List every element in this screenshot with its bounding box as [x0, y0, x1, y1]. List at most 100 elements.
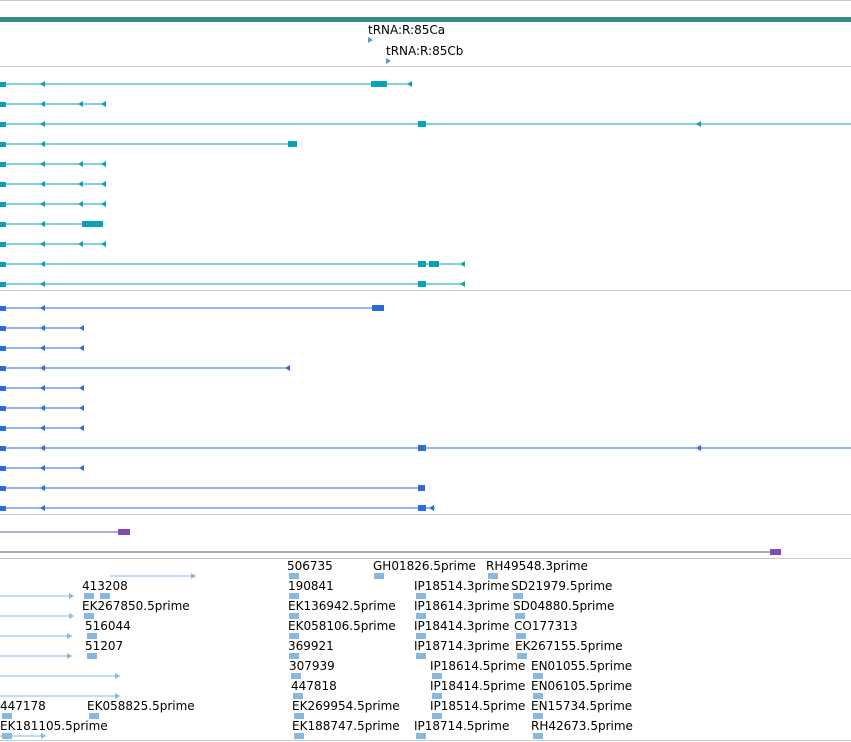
arrow-right-icon: [67, 633, 72, 639]
est-block: [293, 693, 303, 699]
est-block: [432, 673, 442, 679]
arrow-left-icon: [79, 325, 84, 331]
est-label: IP18614.3prime: [414, 599, 510, 613]
est-label: IP18414.5prime: [430, 679, 526, 693]
est-label: EN15734.5prime: [531, 699, 633, 713]
track-separator: [0, 558, 851, 559]
arrow-left-icon: [40, 181, 45, 187]
arrow-left-icon: [79, 465, 84, 471]
arrow-left-icon: [40, 385, 45, 391]
exon-block: [288, 141, 297, 147]
exon-block: [418, 485, 425, 491]
est-block: [533, 673, 543, 679]
arrow-left-icon: [79, 425, 84, 431]
est-block: [84, 613, 94, 619]
exon-block: [418, 261, 426, 267]
arrow-left-icon: [40, 241, 45, 247]
est-block: [513, 593, 523, 599]
est-label: 516044: [85, 619, 131, 633]
est-label: EK136942.5prime: [288, 599, 396, 613]
est-label: 190841: [288, 579, 334, 593]
est-label: EK058106.5prime: [288, 619, 396, 633]
est-label: SD04880.5prime: [513, 599, 615, 613]
exon-block: [770, 549, 781, 555]
est-block: [289, 613, 299, 619]
est-block: [533, 713, 543, 719]
est-block: [517, 653, 527, 659]
est-block: [416, 613, 426, 619]
est-block: [294, 713, 304, 719]
arrow-left-icon: [40, 465, 45, 471]
est-block: [488, 573, 498, 579]
arrow-left-icon: [40, 201, 45, 207]
arrow-left-icon: [40, 101, 45, 107]
scale-bar: [0, 17, 851, 22]
track-separator: [0, 0, 851, 1]
est-label: 413208: [82, 579, 128, 593]
est-block: [2, 733, 12, 739]
est-block: [432, 693, 442, 699]
est-label: EK188747.5prime: [292, 719, 400, 733]
track-separator: [0, 290, 851, 291]
arrow-right-icon: [191, 573, 196, 579]
track-separator: [0, 740, 851, 741]
est-label: EN06105.5prime: [531, 679, 633, 693]
est-label: EN01055.5prime: [531, 659, 633, 673]
est-block: [515, 613, 525, 619]
arrow-left-icon: [101, 101, 106, 107]
est-block: [516, 633, 526, 639]
est-label: IP18714.3prime: [414, 639, 510, 653]
trna-label: tRNA:R:85Cb: [386, 44, 464, 58]
est-label: IP18514.3prime: [414, 579, 510, 593]
arrow-right-icon: [115, 693, 120, 699]
arrow-left-icon: [407, 81, 412, 87]
arrow-right-icon: [368, 37, 373, 43]
arrow-left-icon: [40, 365, 45, 371]
arrow-left-icon: [101, 241, 106, 247]
est-block: [100, 593, 110, 599]
est-label: GH01826.5prime: [373, 559, 476, 573]
arrow-left-icon: [78, 101, 83, 107]
arrow-left-icon: [78, 201, 83, 207]
est-block: [416, 733, 426, 739]
arrow-left-icon: [40, 121, 45, 127]
est-block: [533, 693, 543, 699]
track-separator: [0, 66, 851, 67]
est-label: IP18414.3prime: [414, 619, 510, 633]
arrow-left-icon: [40, 425, 45, 431]
est-label: 369921: [288, 639, 334, 653]
est-block: [289, 633, 299, 639]
est-block: [89, 713, 99, 719]
arrow-left-icon: [78, 181, 83, 187]
exon-block: [418, 121, 426, 127]
arrow-left-icon: [79, 385, 84, 391]
est-block: [533, 733, 543, 739]
arrow-left-icon: [40, 505, 45, 511]
arrow-left-icon: [40, 261, 45, 267]
arrow-left-icon: [78, 241, 83, 247]
est-block: [416, 653, 426, 659]
arrow-left-icon: [429, 505, 434, 511]
est-label: RH49548.3prime: [486, 559, 588, 573]
est-block: [289, 573, 299, 579]
exon-block: [418, 281, 426, 287]
arrow-left-icon: [696, 121, 701, 127]
est-label: RH42673.5prime: [531, 719, 633, 733]
est-label: 506735: [287, 559, 333, 573]
arrow-left-icon: [40, 345, 45, 351]
est-label: IP18514.5prime: [430, 699, 526, 713]
est-label: 51207: [85, 639, 124, 653]
exon-block: [418, 445, 426, 451]
exon-block: [429, 261, 439, 267]
est-block: [2, 713, 12, 719]
est-block: [289, 593, 299, 599]
arrow-left-icon: [285, 365, 290, 371]
arrow-left-icon: [40, 141, 45, 147]
exon-block: [371, 81, 387, 87]
arrow-left-icon: [101, 161, 106, 167]
est-label: IP18714.5prime: [414, 719, 510, 733]
est-label: EK269954.5prime: [292, 699, 400, 713]
track-separator: [0, 514, 851, 515]
arrow-right-icon: [69, 613, 74, 619]
est-label: CO177313: [514, 619, 578, 633]
